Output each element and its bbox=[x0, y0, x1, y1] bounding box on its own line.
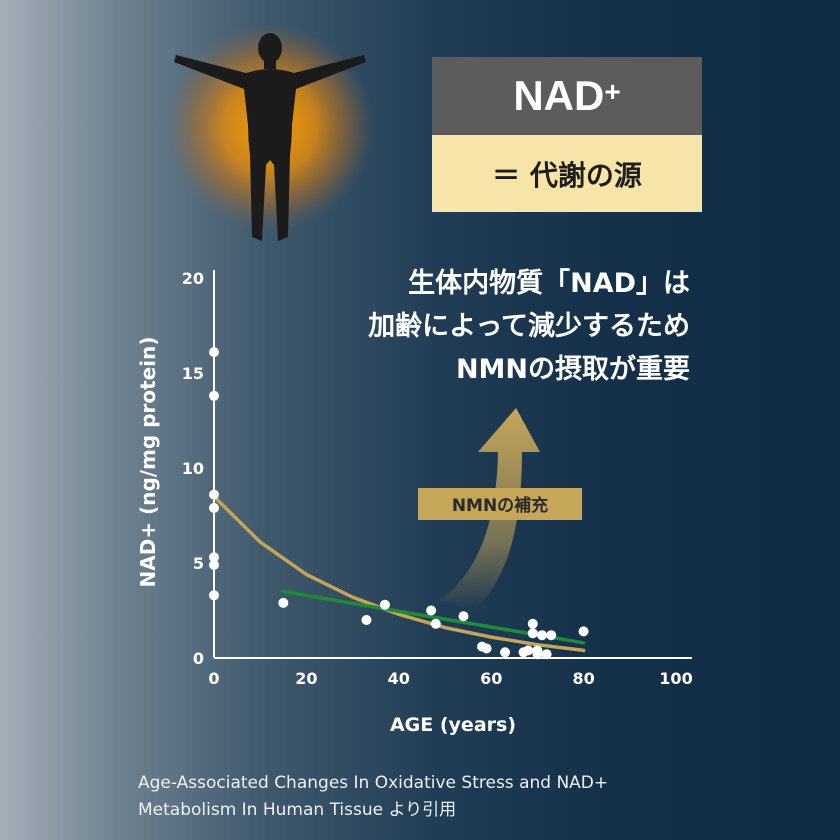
citation-line-1: Age-Associated Changes In Oxidative Stre… bbox=[138, 773, 609, 793]
data-point bbox=[209, 502, 219, 513]
data-point bbox=[546, 630, 557, 641]
human-silhouette bbox=[174, 33, 366, 241]
data-point bbox=[209, 559, 219, 570]
message-line-3: NMNの摂取が重要 bbox=[455, 354, 690, 385]
x-tick-label: 20 bbox=[295, 669, 317, 688]
x-axis-label: AGE (years) bbox=[390, 714, 516, 736]
data-point bbox=[500, 647, 511, 658]
data-point bbox=[527, 618, 538, 629]
callout-box bbox=[418, 488, 582, 520]
data-point bbox=[430, 618, 441, 629]
y-tick-label: 5 bbox=[193, 554, 204, 573]
x-tick-label: 40 bbox=[388, 669, 410, 688]
nad-title-box: NAD + bbox=[432, 57, 702, 135]
data-point bbox=[379, 599, 390, 610]
x-tick-label: 80 bbox=[572, 669, 594, 688]
y-tick-label: 10 bbox=[182, 459, 204, 478]
message-line-1: 生体内物質「NAD」は bbox=[408, 268, 690, 299]
data-point bbox=[209, 590, 219, 601]
y-tick-label: 0 bbox=[193, 649, 204, 668]
nad-plus: + bbox=[604, 76, 621, 107]
data-point bbox=[426, 605, 437, 616]
y-tick-label: 15 bbox=[182, 364, 204, 383]
data-point bbox=[532, 645, 543, 656]
data-point bbox=[527, 628, 538, 639]
up-arrow-icon bbox=[440, 408, 540, 610]
message-line-2: 加齢によって減少するため bbox=[368, 311, 690, 342]
human-figure-icon bbox=[166, 23, 374, 241]
nad-label: NAD bbox=[513, 72, 605, 119]
x-tick-label: 60 bbox=[480, 669, 502, 688]
data-point bbox=[458, 611, 469, 622]
message-block: 生体内物質「NAD」は 加齢によって減少するため NMNの摂取が重要 bbox=[368, 262, 690, 391]
x-tick-label: 100 bbox=[659, 669, 692, 688]
data-point bbox=[209, 390, 219, 401]
data-point bbox=[209, 347, 219, 358]
x-tick-label: 0 bbox=[208, 669, 219, 688]
metabolism-label: ＝ 代謝の源 bbox=[492, 158, 642, 192]
data-point bbox=[481, 643, 492, 654]
data-point bbox=[541, 649, 552, 660]
data-point bbox=[209, 489, 219, 500]
metabolism-box: ＝ 代謝の源 bbox=[432, 135, 702, 212]
citation-line-2: Metabolism In Human Tissue より引用 bbox=[138, 800, 457, 820]
data-point bbox=[209, 552, 219, 563]
exponential-trend-curve bbox=[212, 494, 586, 653]
data-point bbox=[278, 597, 289, 608]
citation: Age-Associated Changes In Oxidative Stre… bbox=[138, 770, 778, 824]
data-point bbox=[537, 630, 548, 641]
y-axis-label: NAD+ (ng/mg protein) bbox=[136, 337, 160, 588]
y-tick-label: 20 bbox=[182, 269, 204, 288]
data-point bbox=[523, 645, 534, 656]
callout-label: NMNの補充 bbox=[452, 495, 548, 516]
data-point bbox=[578, 626, 589, 637]
data-point bbox=[361, 615, 372, 625]
